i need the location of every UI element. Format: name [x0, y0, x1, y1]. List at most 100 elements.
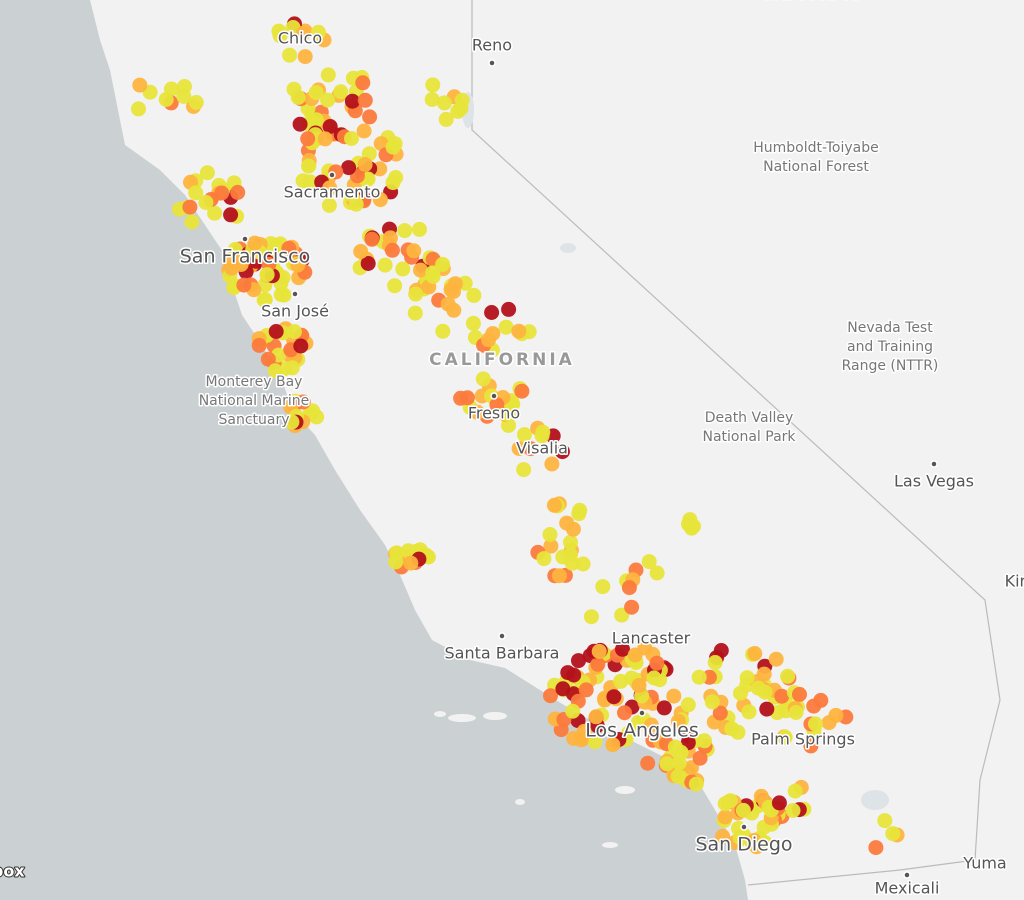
incident-dot	[465, 315, 481, 331]
attribution: mapbox	[0, 862, 25, 881]
incident-dot	[564, 555, 580, 571]
incident-dot	[308, 112, 324, 128]
place-label: San José	[261, 302, 329, 321]
incident-dot	[214, 185, 230, 201]
incident-dot	[511, 323, 527, 339]
incident-dot	[813, 692, 829, 708]
incident-dot	[295, 394, 311, 410]
place-label: Chico	[278, 29, 322, 48]
region-label: National Marine	[199, 393, 310, 409]
incident-dot	[362, 109, 378, 125]
city-marker	[740, 823, 748, 831]
incident-dot	[571, 653, 586, 669]
incident-dot	[680, 697, 696, 713]
incident-dot	[199, 165, 215, 181]
incident-dot	[624, 599, 640, 615]
incident-dot	[704, 694, 720, 710]
incident-dot	[188, 185, 204, 201]
place-label: Los Angeles	[585, 720, 698, 742]
incident-dot	[382, 230, 398, 246]
incident-dot	[759, 701, 775, 717]
incident-dot	[284, 360, 300, 376]
incident-dot	[722, 793, 738, 809]
incident-dot	[425, 77, 441, 93]
incident-dot	[501, 301, 517, 317]
incident-dot	[498, 319, 514, 335]
incident-dot	[230, 184, 246, 200]
incident-dot	[517, 427, 532, 443]
region-label: Range (NTTR)	[842, 358, 939, 374]
incident-dot	[356, 123, 372, 139]
incident-dot	[284, 414, 300, 430]
incident-dot	[578, 682, 594, 698]
incident-dot	[741, 704, 757, 720]
incident-dot	[757, 835, 773, 851]
place-label: Lancaster	[612, 629, 691, 648]
incident-dot	[403, 555, 419, 571]
incident-dot	[554, 444, 570, 460]
incident-dot	[787, 783, 803, 799]
incident-dot	[774, 688, 790, 704]
incident-dot	[322, 180, 338, 196]
place-label: Fresno	[468, 404, 520, 423]
incident-dot	[355, 75, 371, 91]
incident-dot	[158, 92, 174, 107]
region-label: Death Valley	[705, 410, 794, 426]
incident-dot	[573, 732, 589, 748]
place-label: San Diego	[695, 834, 792, 856]
incident-dot	[271, 23, 287, 39]
incident-dot	[688, 776, 704, 792]
incident-dot	[595, 579, 611, 595]
incident-dot	[267, 363, 283, 379]
place-label: San Francisco	[180, 246, 311, 268]
incident-dot	[559, 515, 575, 531]
incident-dot	[408, 286, 424, 302]
city-marker	[241, 235, 249, 243]
incident-dot	[656, 700, 672, 716]
incident-dot	[269, 239, 285, 255]
incident-dot	[516, 462, 532, 478]
place-label: Reno	[472, 36, 512, 55]
incident-dot	[670, 768, 686, 784]
incident-dot	[868, 840, 884, 856]
incident-dot	[590, 656, 606, 672]
region-label: Humboldt-Toiyabe	[753, 140, 879, 156]
incident-dot	[260, 351, 276, 367]
region-label: National Forest	[763, 159, 869, 175]
region-label: Monterey Bay	[206, 374, 303, 390]
incident-dot	[256, 292, 272, 308]
incident-dot	[446, 302, 462, 318]
city-marker	[903, 871, 911, 879]
incident-dot	[659, 756, 675, 772]
incident-dot	[251, 337, 267, 353]
incident-dot	[885, 826, 901, 842]
islands	[434, 711, 635, 848]
incident-dot	[435, 256, 451, 272]
incident-dot	[692, 750, 708, 766]
incident-dot	[792, 686, 807, 702]
region-label: Sanctuary	[218, 412, 289, 428]
incident-dot	[546, 497, 562, 513]
incident-dot	[198, 195, 214, 210]
incident-dot	[747, 646, 763, 661]
incident-dot	[588, 709, 604, 725]
incident-dot	[572, 502, 588, 518]
incident-dot	[360, 256, 376, 271]
city-marker	[488, 59, 496, 67]
incident-dot	[555, 681, 571, 697]
incident-dot	[788, 705, 804, 720]
incident-dot	[131, 101, 146, 117]
incident-dot	[300, 131, 316, 147]
incident-dot	[182, 199, 198, 215]
place-label: Sacramento	[284, 183, 381, 202]
incident-dot	[621, 580, 637, 596]
incident-dot	[575, 556, 591, 572]
incident-dot	[295, 173, 311, 189]
region-label: and Training	[847, 339, 933, 355]
incident-dot	[406, 243, 422, 259]
incident-dot	[385, 175, 401, 191]
place-label: Kingman	[1005, 572, 1024, 591]
incident-dot	[803, 738, 819, 754]
incident-dot	[631, 678, 647, 693]
incident-dot	[450, 103, 466, 119]
